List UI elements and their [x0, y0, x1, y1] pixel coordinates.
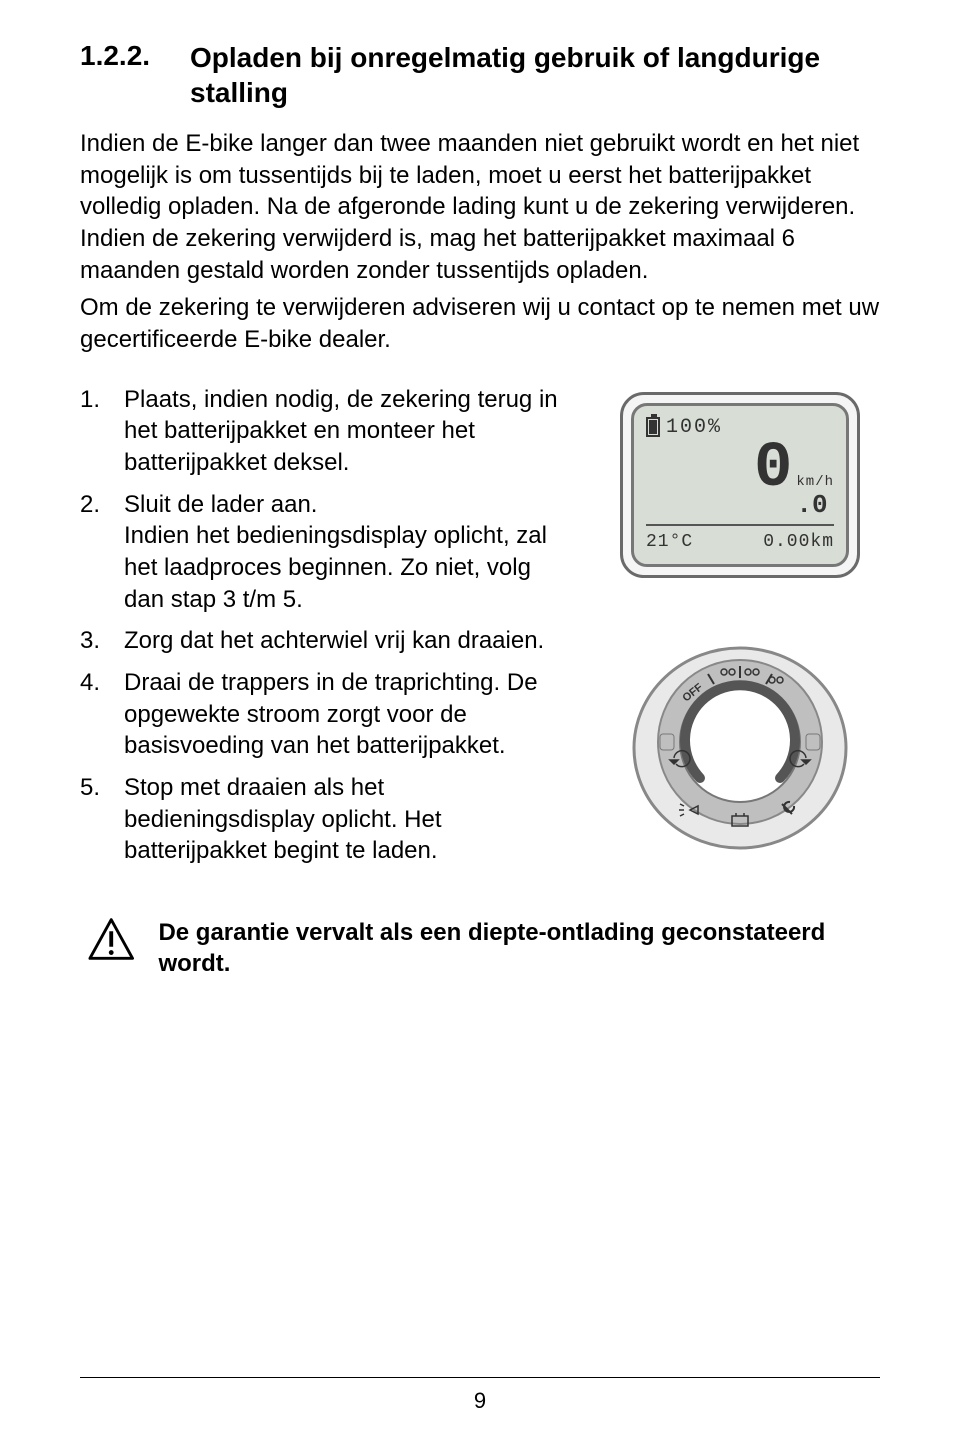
step-number: 2. [80, 489, 124, 616]
step-item: 3. Zorg dat het achterwiel vrij kan draa… [80, 625, 570, 657]
step-number: 1. [80, 384, 124, 479]
content-columns: 1. Plaats, indien nodig, de zekering ter… [80, 384, 880, 877]
step-item: 4. Draai de trappers in de traprichting.… [80, 667, 570, 762]
speed-readout: 0 km/h .0 [646, 441, 834, 526]
steps-column: 1. Plaats, indien nodig, de zekering ter… [80, 384, 570, 877]
temperature-readout: 21°C [646, 532, 693, 552]
intro-paragraph-1: Indien de E-bike langer dan twee maanden… [80, 128, 880, 286]
step-item: 5. Stop met draaien als het bedieningsdi… [80, 772, 570, 867]
dial-svg: OFF [630, 638, 850, 858]
step-text: Plaats, indien nodig, de zekering terug … [124, 384, 570, 479]
section-number: 1.2.2. [80, 40, 190, 72]
steps-list: 1. Plaats, indien nodig, de zekering ter… [80, 384, 570, 867]
warning-triangle-icon [88, 917, 134, 961]
speed-main: 0 [754, 441, 790, 499]
battery-icon [646, 417, 660, 437]
step-text: Sluit de lader aan.Indien het bedienings… [124, 489, 570, 616]
intro-paragraph-2: Om de zekering te verwijderen adviseren … [80, 292, 880, 355]
page-number: 9 [0, 1388, 960, 1414]
warning-text: De garantie vervalt als een diepte-ontla… [158, 917, 880, 979]
step-text: Draai de trappers in de traprichting. De… [124, 667, 570, 762]
speed-decimal: .0 [796, 490, 827, 520]
warning-block: De garantie vervalt als een diepte-ontla… [80, 917, 880, 979]
illustrations-column: 100% 0 km/h .0 21°C 0.00km [600, 384, 880, 877]
section-header: 1.2.2. Opladen bij onregelmatig gebruik … [80, 40, 880, 110]
step-number: 3. [80, 625, 124, 657]
display-device-illustration: 100% 0 km/h .0 21°C 0.00km [620, 392, 860, 578]
step-item: 1. Plaats, indien nodig, de zekering ter… [80, 384, 570, 479]
control-dial-illustration: OFF [620, 638, 860, 858]
step-item: 2. Sluit de lader aan.Indien het bedieni… [80, 489, 570, 616]
manual-page: 1.2.2. Opladen bij onregelmatig gebruik … [0, 0, 960, 1448]
section-title: Opladen bij onregelmatig gebruik of lang… [190, 40, 880, 110]
distance-readout: 0.00km [763, 532, 834, 552]
footer-rule [80, 1377, 880, 1378]
step-number: 4. [80, 667, 124, 762]
speed-unit: km/h [796, 474, 834, 490]
battery-percent: 100% [666, 416, 722, 439]
step-text: Zorg dat het achterwiel vrij kan draaien… [124, 625, 570, 657]
step-number: 5. [80, 772, 124, 867]
step-text: Stop met draaien als het bedieningsdispl… [124, 772, 570, 867]
